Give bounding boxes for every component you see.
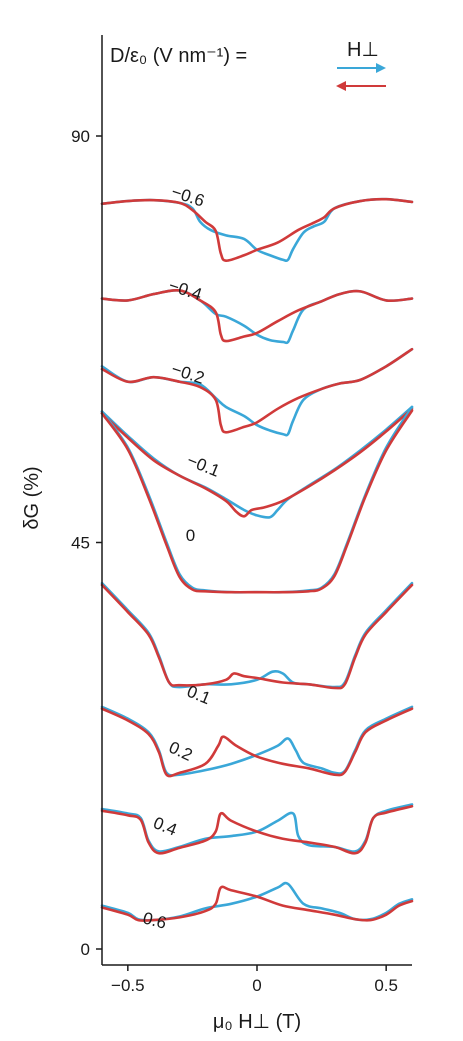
- y-tick-label: 90: [71, 127, 90, 146]
- series-backward-line: [100, 407, 414, 518]
- legend-forward-arrow: [337, 63, 386, 73]
- series-backward-line: [100, 409, 414, 594]
- series-forward-line: [100, 288, 414, 345]
- series-backward-line: [100, 583, 414, 690]
- plot-area: [100, 197, 414, 922]
- curve-label: 0.4: [151, 813, 180, 839]
- y-tick-label: 0: [81, 940, 90, 959]
- series-backward-line: [100, 804, 414, 855]
- y-axis-title: δG (%): [21, 466, 43, 529]
- series-backward-line: [100, 197, 414, 262]
- curve-label: −0.2: [169, 359, 207, 387]
- y-tick-label: 45: [71, 534, 90, 553]
- curve-label: 0: [186, 526, 195, 545]
- curve-label: −0.1: [184, 451, 222, 481]
- x-tick-label: 0.5: [374, 976, 398, 995]
- series-backward-line: [100, 347, 414, 434]
- x-axis-title: μ₀ H⊥ (T): [213, 1011, 301, 1033]
- x-tick-label: −0.5: [111, 976, 145, 995]
- series-backward-line: [100, 885, 414, 922]
- series-forward-line: [100, 705, 414, 777]
- curve-label: 0.2: [166, 738, 195, 765]
- legend-title: H⊥: [347, 39, 379, 61]
- header-label: D/ε₀ (V nm⁻¹) =: [110, 45, 247, 67]
- curve-label: −0.4: [166, 276, 204, 304]
- series-forward-line: [100, 197, 414, 263]
- series-backward-line: [100, 707, 414, 778]
- series-backward-line: [100, 288, 414, 343]
- x-tick-label: 0: [252, 976, 261, 995]
- curve-label: 0.6: [141, 908, 169, 932]
- legend-backward-arrow: [336, 81, 386, 91]
- axis-ticks: −0.5 0 0.5 0 45 90: [71, 127, 398, 995]
- curve-label: −0.6: [169, 182, 207, 210]
